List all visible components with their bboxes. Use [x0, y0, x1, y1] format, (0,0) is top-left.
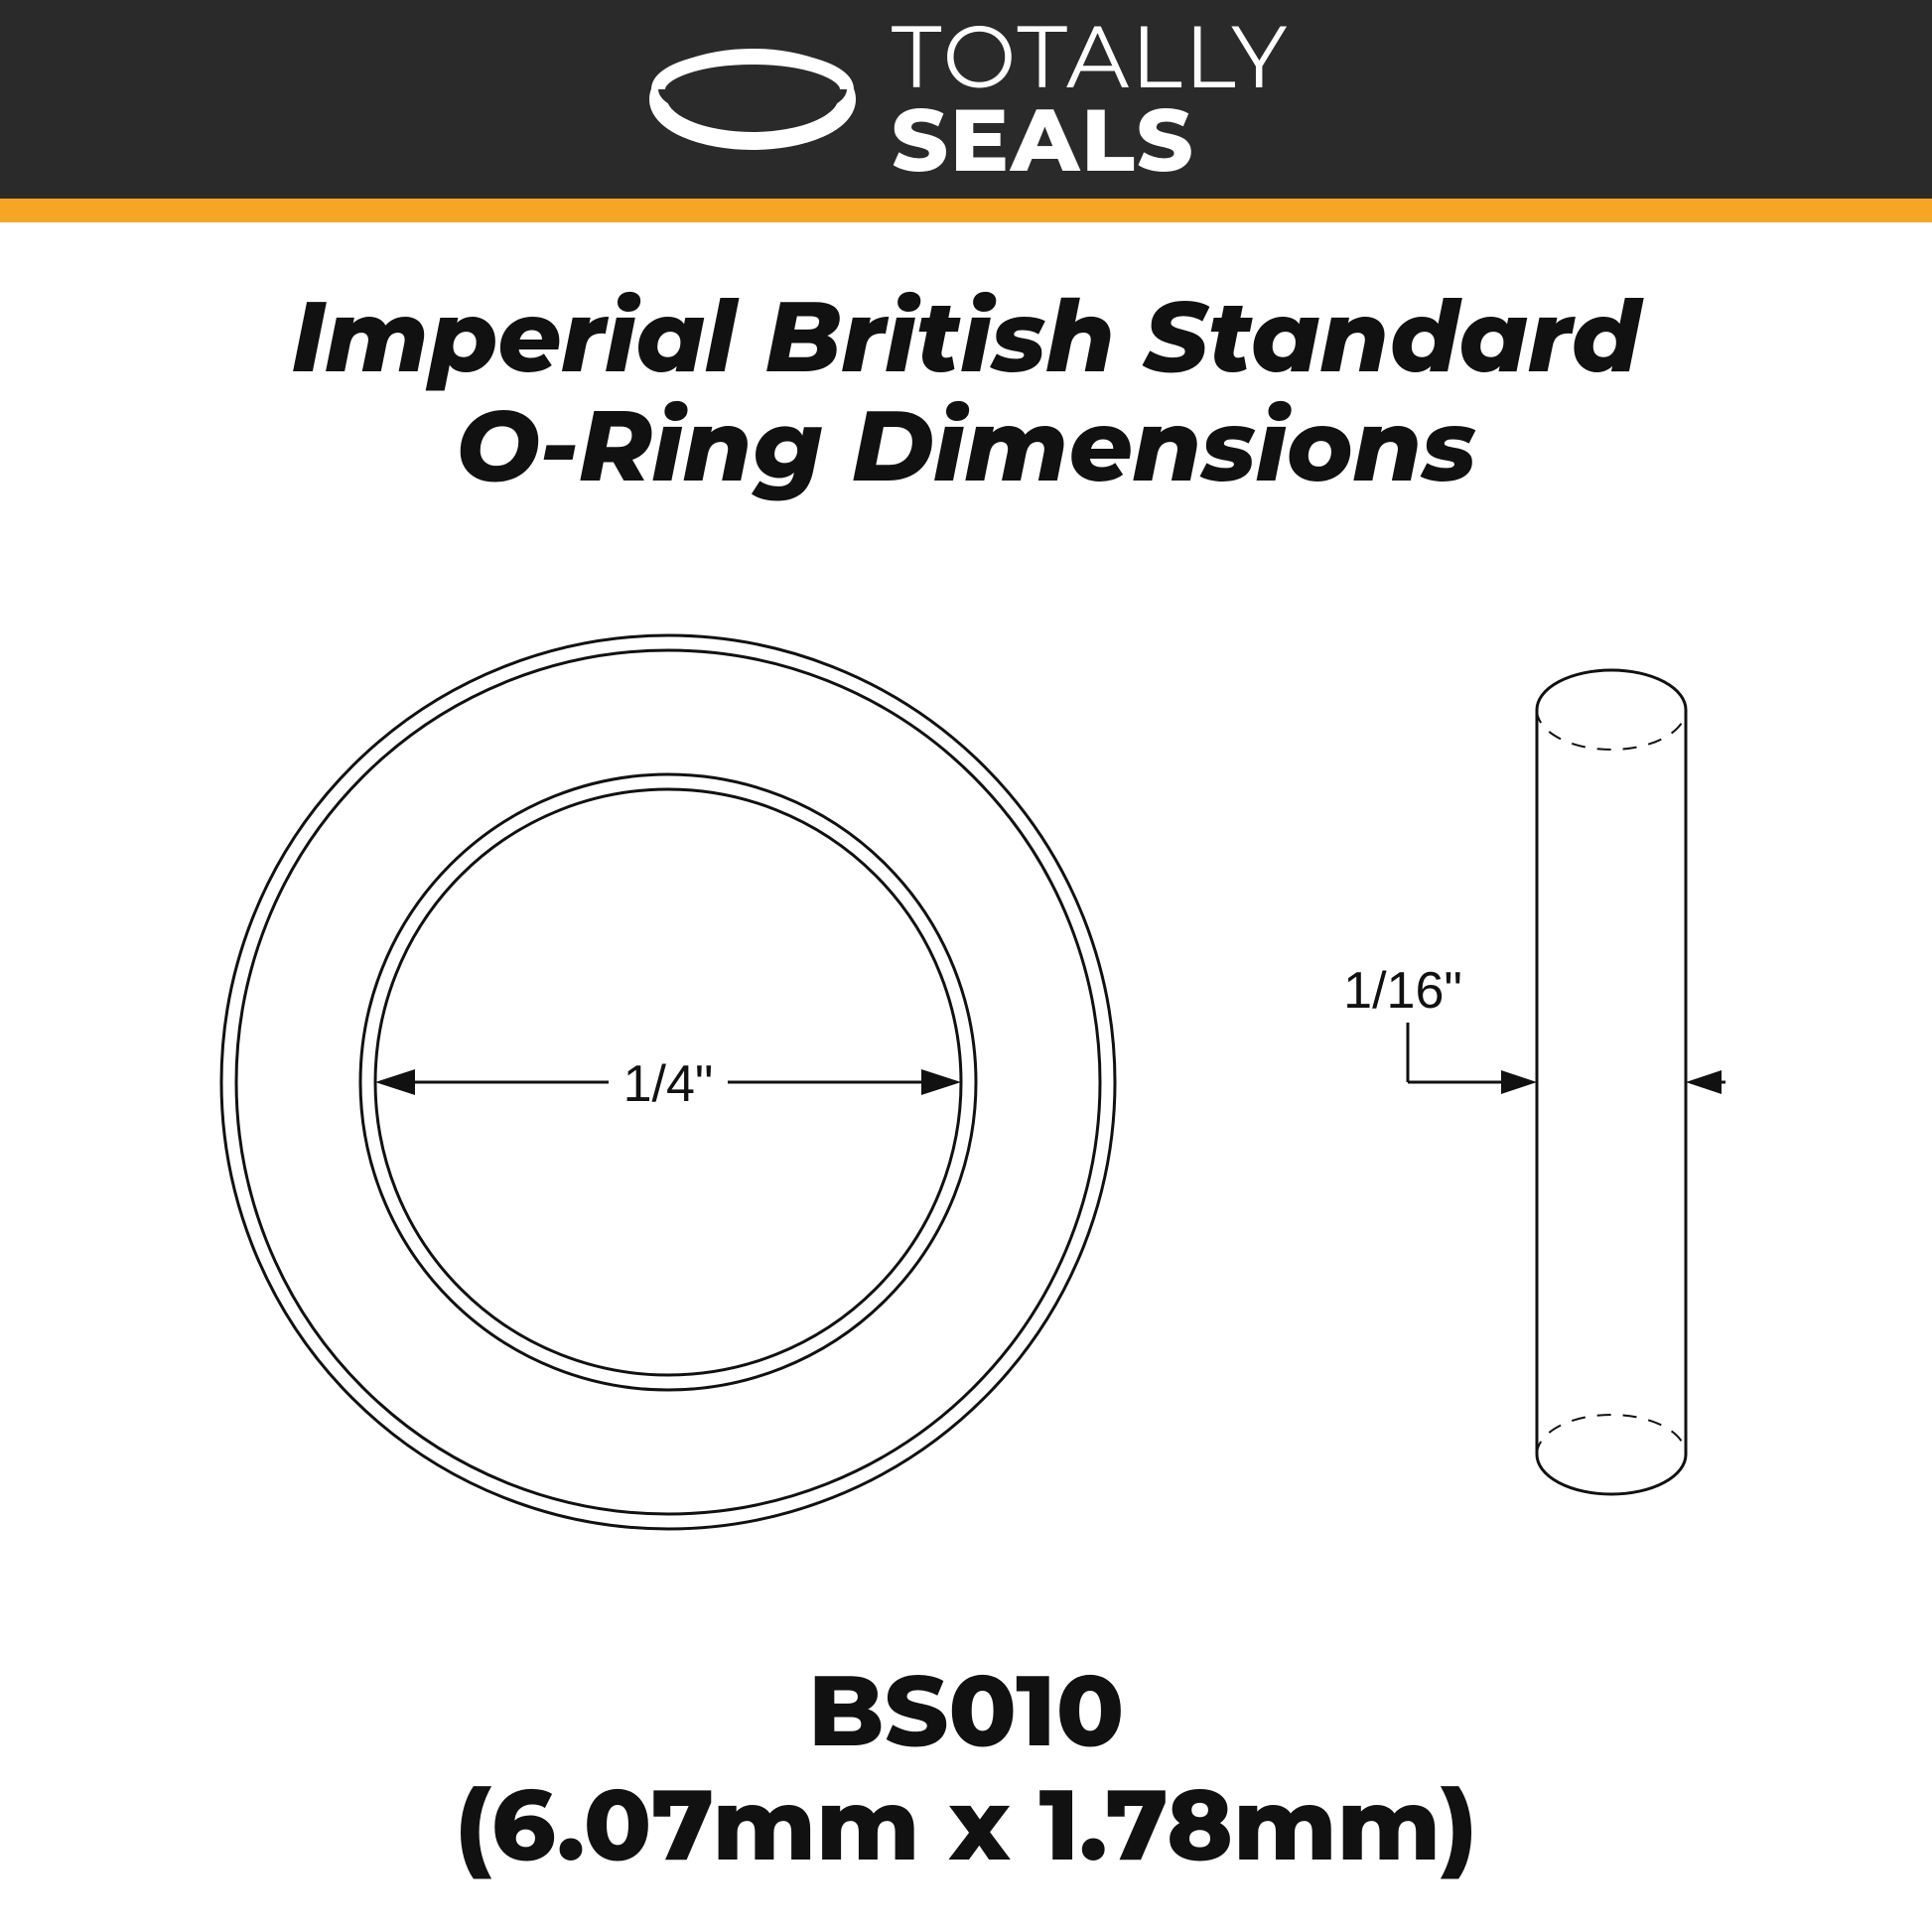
brand-ring-icon [643, 40, 862, 159]
product-spec: BS010 (6.07mm x 1.78mm) [455, 1654, 1477, 1882]
inner-diameter-label: 1/4" [623, 1055, 714, 1113]
diagram-area: 1/4" [79, 560, 1853, 1604]
product-code: BS010 [455, 1654, 1477, 1768]
oring-side-view: 1/16" [1259, 611, 1735, 1554]
brand-line2: SEALS [892, 99, 1289, 183]
brand-name: TOTALLY SEALS [892, 16, 1289, 182]
product-metric: (6.07mm x 1.78mm) [455, 1768, 1477, 1882]
header-bar: TOTALLY SEALS [0, 0, 1932, 199]
oring-front-view: 1/4" [197, 611, 1140, 1554]
page-title: Imperial British Standard O-Ring Dimensi… [292, 282, 1641, 500]
title-line1: Imperial British Standard [292, 282, 1641, 391]
content-area: Imperial British Standard O-Ring Dimensi… [0, 222, 1932, 1932]
cross-section-label: 1/16" [1343, 962, 1462, 1020]
title-line2: O-Ring Dimensions [292, 391, 1641, 500]
accent-bar [0, 199, 1932, 222]
